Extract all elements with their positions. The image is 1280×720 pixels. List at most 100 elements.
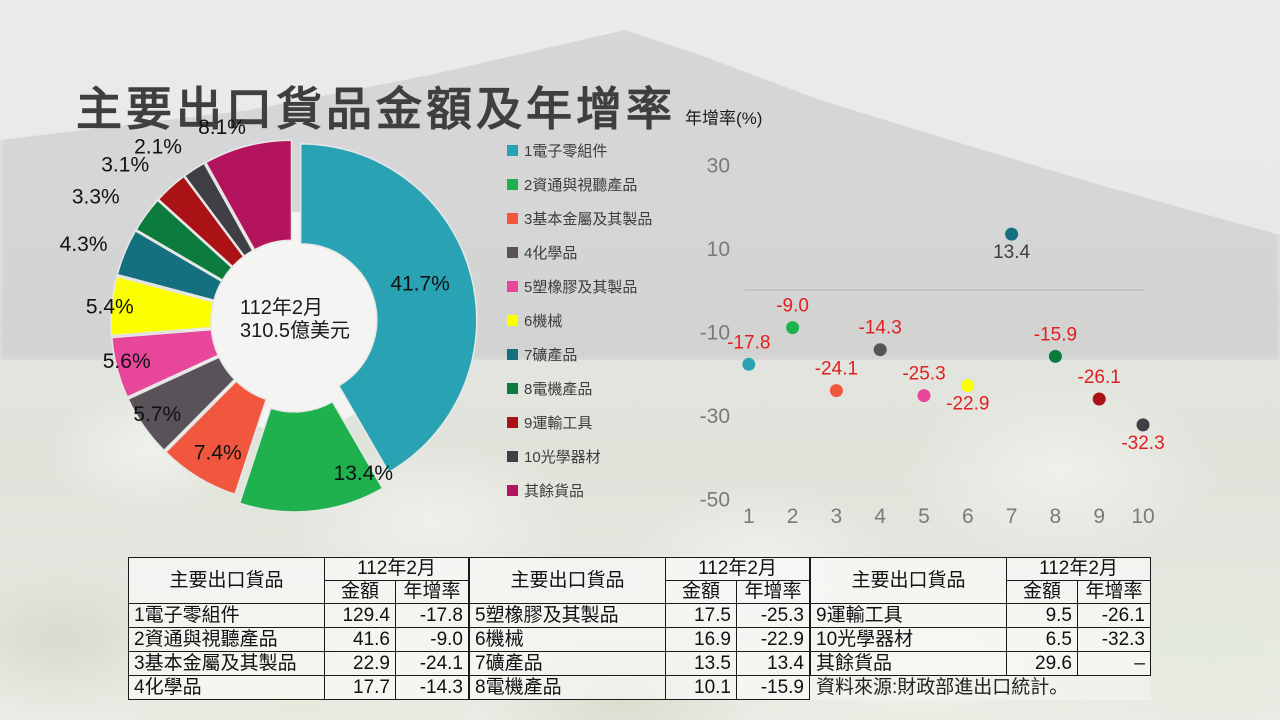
- legend-item-label: 5塑橡膠及其製品: [524, 278, 638, 296]
- col-header-period: 112年2月: [1006, 557, 1151, 581]
- x-tick-label: 9: [1093, 505, 1105, 528]
- legend-swatch-icon: [507, 348, 518, 360]
- cell-growth: -24.1: [395, 651, 469, 676]
- table-row: 其餘貨品 29.6–: [810, 651, 1151, 676]
- x-tick-label: 2: [787, 505, 799, 528]
- scatter-y-axis-title: 年增率(%): [685, 109, 762, 128]
- scatter-point-2: [786, 321, 800, 335]
- donut-slice-10: [183, 162, 254, 258]
- col-header-period: 112年2月: [324, 557, 469, 581]
- cell-amount: 10.1: [665, 675, 737, 700]
- scatter-point-4: [873, 343, 887, 357]
- cell-growth: -22.9: [736, 627, 810, 652]
- table-row: 1電子零組件 129.4 -17.8: [128, 603, 469, 628]
- legend-swatch-icon: [507, 178, 518, 190]
- y-tick-label: -30: [700, 405, 730, 428]
- scatter-point-9: [1092, 392, 1106, 406]
- donut-slice-label-8: 3.3%: [72, 185, 120, 208]
- legend-item-label: 2資通與視聽產品: [524, 176, 638, 194]
- legend-item-8: 8電機產品: [507, 371, 652, 405]
- donut-slice-label-3: 7.4%: [194, 442, 242, 465]
- donut-slice-label-6: 5.4%: [86, 295, 134, 318]
- cell-amount: 9.5: [1006, 603, 1078, 628]
- table-row: 3基本金屬及其製品 22.9 -24.1: [128, 651, 469, 676]
- cell-growth: 13.4: [736, 651, 810, 676]
- page-title: 主要出口貨品金額及年增率: [76, 82, 676, 135]
- col-header-name: 主要出口貨品: [469, 557, 666, 604]
- legend-item-label: 9運輸工具: [524, 414, 593, 432]
- donut-center-amount: 310.5億美元: [240, 320, 351, 342]
- legend-swatch-icon: [507, 450, 518, 462]
- col-header-amount: 金額: [324, 580, 396, 604]
- legend-swatch-icon: [507, 382, 518, 394]
- cell-category: 1電子零組件: [128, 603, 325, 628]
- cell-growth: -9.0: [395, 627, 469, 652]
- scatter-point-label-1: -17.8: [727, 332, 770, 353]
- donut-slice-label-11: 8.1%: [198, 116, 246, 139]
- x-tick-label: 7: [1006, 505, 1018, 528]
- x-tick-label: 8: [1050, 505, 1062, 528]
- col-header-amount: 金額: [1006, 580, 1078, 604]
- cell-amount: 22.9: [324, 651, 396, 676]
- cell-growth: -25.3: [736, 603, 810, 628]
- donut-slice-5: [110, 328, 220, 399]
- source-note: 資料來源:財政部進出口統計。: [810, 676, 1151, 700]
- donut-slice-4: [127, 356, 236, 452]
- cell-amount: 29.6: [1006, 651, 1078, 676]
- donut-chart: 41.7% 13.4% 7.4% 5.7% 5.6% 5.4% 4.3% 3.3% 3.1%2.…: [60, 116, 478, 513]
- table-row: 8電機產品 10.1 -15.9: [469, 675, 810, 700]
- legend-item-label: 7礦產品: [524, 346, 578, 364]
- donut-slice-2: [238, 400, 384, 513]
- legend-swatch-icon: [507, 484, 518, 496]
- legend-item-11: 其餘貨品: [507, 473, 652, 507]
- cell-category: 3基本金屬及其製品: [128, 651, 325, 676]
- legend-item-4: 4化學品: [507, 235, 652, 269]
- scatter-point-3: [829, 384, 843, 398]
- scatter-point-label-5: -25.3: [902, 364, 945, 385]
- legend-item-label: 3基本金屬及其製品: [524, 210, 653, 228]
- donut-slice-8: [135, 199, 233, 282]
- donut-slice-11: [204, 139, 293, 251]
- cell-category: 8電機產品: [469, 675, 666, 700]
- legend-item-5: 5塑橡膠及其製品: [507, 269, 652, 303]
- cell-amount: 17.7: [324, 675, 396, 700]
- cell-amount: 41.6: [324, 627, 396, 652]
- legend-item-1: 1電子零組件: [507, 133, 652, 167]
- col-header-growth: 年增率: [736, 580, 810, 604]
- cell-growth: -15.9: [736, 675, 810, 700]
- cell-category: 2資通與視聽產品: [128, 627, 325, 652]
- cell-growth: –: [1077, 651, 1151, 676]
- scatter-point-10: [1136, 418, 1150, 432]
- donut-slice-label-1: 41.7%: [390, 272, 450, 295]
- donut-slice-label-9: 3.1%: [101, 153, 149, 176]
- legend-item-7: 7礦產品: [507, 337, 652, 371]
- data-tables: 主要出口貨品 112年2月 金額 年增率 1電子零組件 129.4 -17.8 2資通與視聽產…: [128, 557, 1151, 700]
- cell-category: 其餘貨品: [810, 651, 1007, 676]
- cell-category: 9運輸工具: [810, 603, 1007, 628]
- legend-item-label: 8電機產品: [524, 380, 593, 398]
- scatter-point-label-2: -9.0: [776, 296, 809, 317]
- cell-amount: 6.5: [1006, 627, 1078, 652]
- scatter-point-1: [742, 357, 756, 371]
- legend-item-2: 2資通與視聽產品: [507, 167, 652, 201]
- legend-item-9: 9運輸工具: [507, 405, 652, 439]
- table-row: 4化學品 17.7 -14.3: [128, 675, 469, 700]
- donut-slice-7: [116, 229, 223, 302]
- cell-amount: 16.9: [665, 627, 737, 652]
- table-row: 9運輸工具 9.5 -26.1: [810, 603, 1151, 628]
- export-table-1: 主要出口貨品 112年2月 金額 年增率 1電子零組件 129.4 -17.8 2資通與視聽產…: [128, 557, 469, 700]
- scatter-point-label-9: -26.1: [1078, 367, 1121, 388]
- legend-swatch-icon: [507, 246, 518, 258]
- legend-item-label: 10光學器材: [524, 448, 601, 466]
- table-group-3: 主要出口貨品 112年2月 金額 年增率 9運輸工具 9.5 -26.1 10光學器材 6.5-…: [810, 557, 1151, 700]
- table-row: 10光學器材 6.5 -32.3: [810, 627, 1151, 652]
- donut-slice-9: [157, 175, 245, 268]
- legend-item-label: 其餘貨品: [524, 482, 585, 500]
- y-tick-label: 30: [707, 154, 730, 177]
- col-header-period: 112年2月: [665, 557, 810, 581]
- x-tick-label: 4: [874, 505, 886, 528]
- legend-item-6: 6機械: [507, 303, 652, 337]
- x-tick-label: 1: [743, 505, 755, 528]
- cell-category: 7礦產品: [469, 651, 666, 676]
- scatter-point-label-10: -32.3: [1121, 433, 1164, 454]
